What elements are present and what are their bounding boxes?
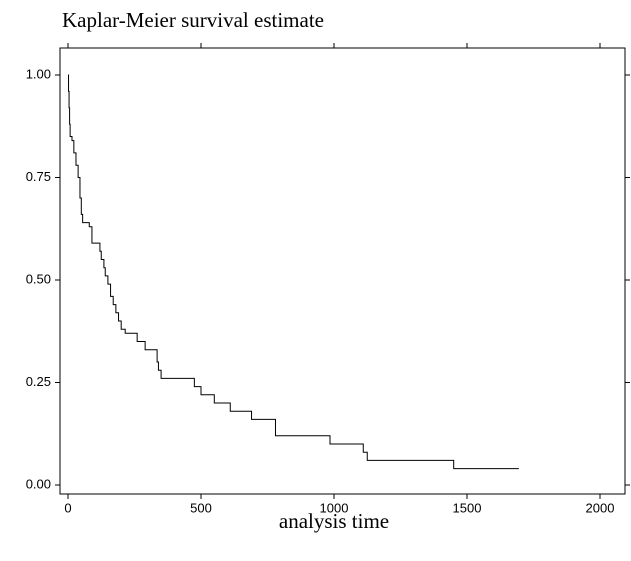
x-tick-label: 0 — [64, 500, 71, 515]
x-tick-label: 2000 — [586, 500, 615, 515]
y-tick-label: 0.00 — [26, 476, 51, 491]
x-tick-label: 500 — [190, 500, 212, 515]
x-tick-label: 1000 — [320, 500, 349, 515]
y-tick-label: 0.50 — [26, 271, 51, 286]
plot-frame — [59, 47, 626, 495]
y-tick-label: 0.75 — [26, 169, 51, 184]
x-tick-label: 1500 — [453, 500, 482, 515]
y-tick-label: 0.25 — [26, 374, 51, 389]
y-tick-label: 1.00 — [26, 66, 51, 81]
x-axis-title: analysis time — [279, 509, 389, 533]
survival-curve — [68, 74, 519, 470]
chart-title: Kaplar-Meier survival estimate — [62, 8, 324, 32]
